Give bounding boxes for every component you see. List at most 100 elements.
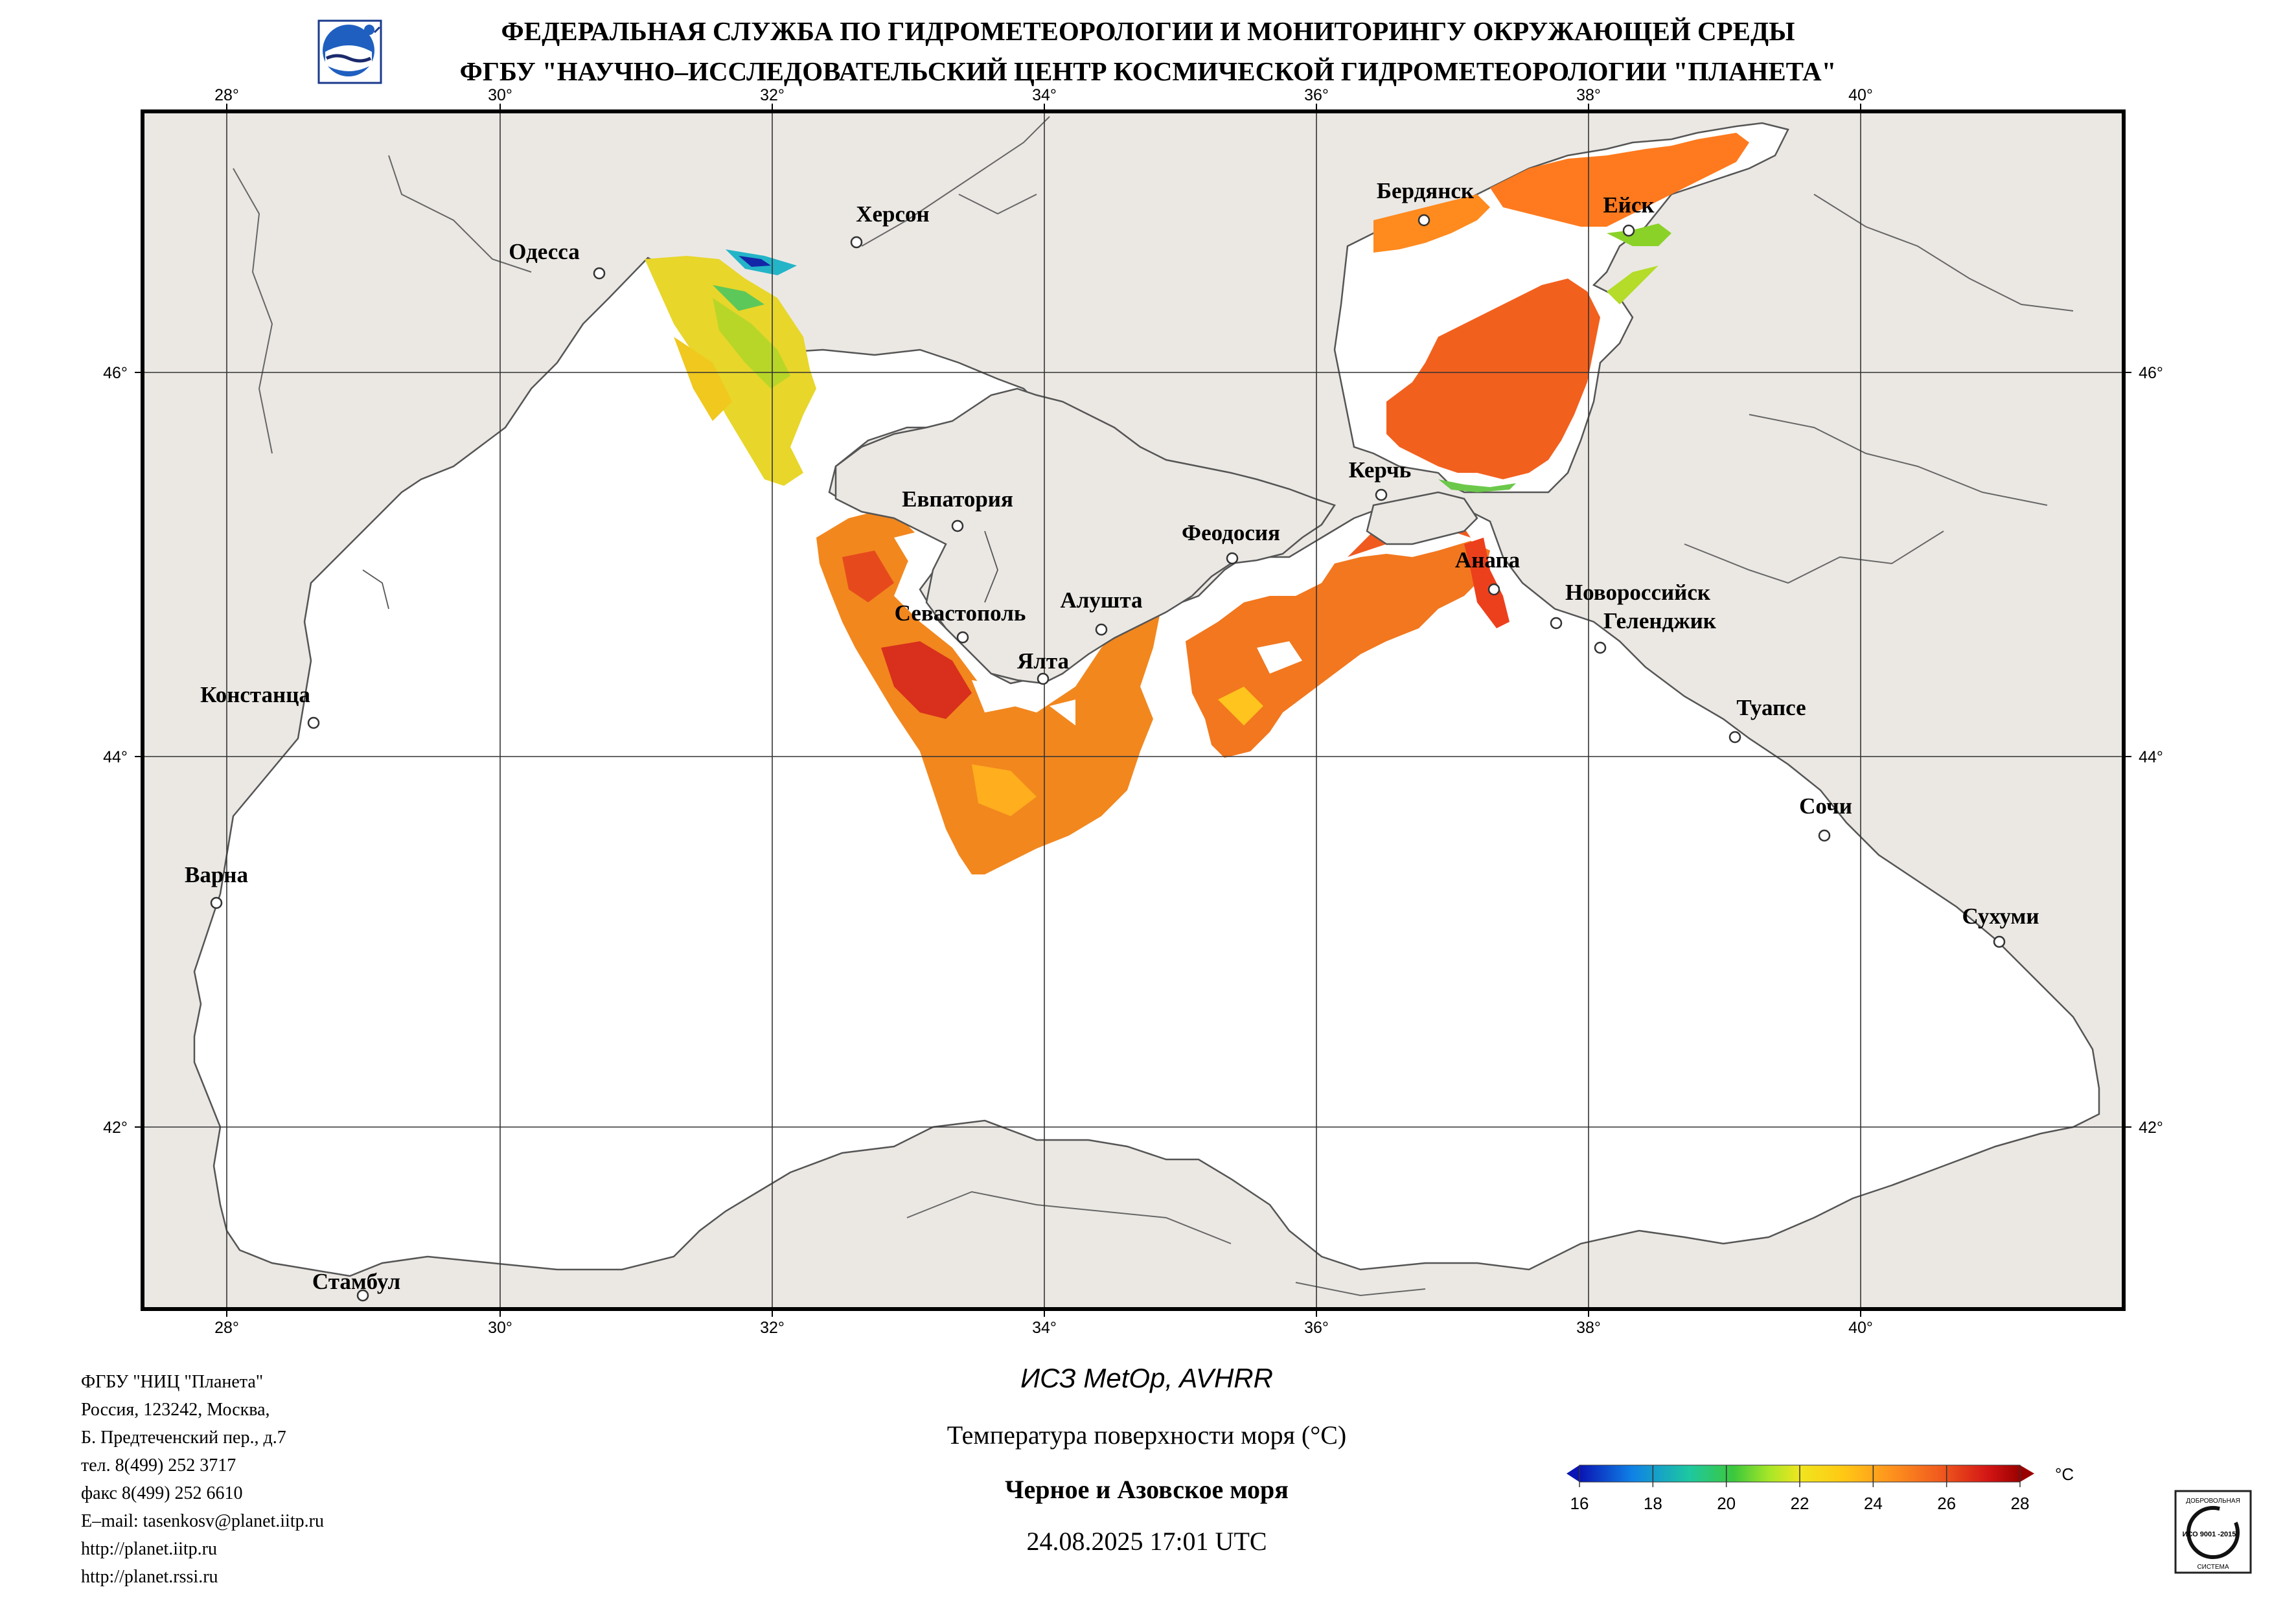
crimea	[834, 387, 1336, 685]
lat-tick-label: 44°	[2139, 748, 2163, 766]
city-yeysk: Ейск	[1603, 192, 1655, 237]
lon-tick-label: 40°	[1848, 86, 1873, 104]
info-line: E–mail: tasenkosv@planet.iitp.ru	[81, 1511, 324, 1531]
city-label: Туапсе	[1736, 695, 1806, 720]
colorbar-tick-label: 20	[1717, 1494, 1736, 1513]
info-line: факс 8(499) 252 6610	[81, 1483, 243, 1503]
colorbar-unit: °C	[2055, 1465, 2074, 1484]
lon-tick-label: 34°	[1032, 1319, 1057, 1337]
city-evpatoriya: Евпатория	[902, 486, 1013, 532]
city-varna: Варна	[185, 862, 248, 909]
colorbar-right-arrow	[2020, 1465, 2034, 1482]
city-label: Варна	[185, 862, 248, 887]
city-tuapse: Туапсе	[1728, 695, 1806, 744]
city-marker-icon	[1095, 623, 1108, 636]
city-label: Констанца	[200, 682, 310, 707]
city-marker-icon	[1375, 488, 1388, 501]
colorbar-tick-label: 24	[1864, 1494, 1883, 1513]
city-novorossiysk: Новороссийск	[1550, 580, 1711, 630]
city-marker-icon	[307, 716, 320, 729]
city-marker-icon	[593, 267, 606, 280]
city-label: Алушта	[1060, 587, 1142, 613]
lon-tick-label: 32°	[760, 1319, 785, 1337]
city-marker-icon	[210, 896, 223, 909]
city-anapa: Анапа	[1455, 547, 1520, 596]
colorbar-tick-label: 26	[1937, 1494, 1956, 1513]
city-marker-icon	[356, 1289, 369, 1302]
city-stambul: Стамбул	[312, 1269, 400, 1302]
city-marker-icon	[1818, 829, 1831, 842]
city-kerch: Керчь	[1349, 457, 1411, 501]
info-line: http://planet.iitp.ru	[81, 1539, 217, 1559]
city-label: Новороссийск	[1565, 580, 1711, 605]
satellite-caption: ИСЗ MetOp, AVHRR	[1020, 1363, 1273, 1393]
city-sevastopol: Севастополь	[895, 600, 1026, 644]
city-sukhumi: Сухуми	[1962, 904, 2039, 948]
colorbar-tick-label: 18	[1644, 1494, 1662, 1513]
city-label: Феодосия	[1182, 520, 1280, 545]
city-gelendzhik: Геленджик	[1594, 608, 1717, 654]
city-label: Стамбул	[312, 1269, 400, 1294]
map-frame	[141, 109, 2126, 1311]
info-line: Россия, 123242, Москва,	[81, 1400, 270, 1420]
header-title-1: ФЕДЕРАЛЬНАЯ СЛУЖБА ПО ГИДРОМЕТЕОРОЛОГИИ …	[501, 16, 1795, 46]
lat-tick-label: 46°	[103, 364, 128, 382]
city-label: Бердянск	[1377, 178, 1475, 203]
city-marker-icon	[956, 631, 969, 644]
city-label: Анапа	[1455, 547, 1520, 573]
badge-top-text: ДОБРОВОЛЬНАЯ	[2186, 1498, 2240, 1505]
city-feodosiya: Феодосия	[1182, 520, 1280, 565]
lat-tick-label: 46°	[2139, 364, 2163, 382]
lat-tick-label: 42°	[2139, 1119, 2163, 1137]
city-kherson: Херсон	[850, 201, 930, 249]
city-marker-icon	[1550, 617, 1563, 630]
city-label: Ялта	[1017, 648, 1069, 674]
lon-tick-label: 36°	[1304, 86, 1329, 104]
info-line: http://planet.rssi.ru	[81, 1567, 218, 1587]
colorbar-tick-label: 22	[1791, 1494, 1809, 1513]
city-marker-icon	[951, 519, 964, 532]
city-label: Херсон	[856, 201, 929, 227]
black-sea	[193, 256, 2100, 1277]
city-yalta: Ялта	[1017, 648, 1069, 685]
lon-tick-label: 38°	[1576, 86, 1601, 104]
iso-certificate-icon: ДОБРОВОЛЬНАЯ ИСО 9001 -2015 СИСТЕМА	[2174, 1490, 2252, 1574]
city-label: Геленджик	[1603, 608, 1717, 633]
city-berdyansk: Бердянск	[1377, 178, 1475, 227]
header-title-2: ФГБУ "НАУЧНО–ИССЛЕДОВАТЕЛЬСКИЙ ЦЕНТР КОС…	[459, 56, 1837, 86]
grid-lines	[143, 111, 2124, 1309]
city-label: Керчь	[1349, 457, 1411, 483]
lat-tick-label: 44°	[103, 748, 128, 766]
lon-tick-label: 28°	[214, 86, 239, 104]
colorbar: 16 18 20 22 24 26 28 °C	[1567, 1465, 2074, 1513]
datetime-caption: 24.08.2025 17:01 UTC	[1026, 1527, 1267, 1556]
badge-iso-text: ИСО 9001 -2015	[2183, 1531, 2236, 1538]
city-marker-icon	[1728, 731, 1741, 744]
lon-tick-label: 30°	[488, 1319, 512, 1337]
city-label: Одесса	[509, 239, 579, 264]
colorbar-tick-label: 16	[1570, 1494, 1589, 1513]
city-odessa: Одесса	[509, 239, 606, 280]
contact-info: ФГБУ "НИЦ "Планета" Россия, 123242, Моск…	[81, 1368, 324, 1591]
city-sochi: Сочи	[1799, 793, 1852, 842]
lon-tick-label: 34°	[1032, 86, 1057, 104]
lon-tick-label: 28°	[214, 1319, 239, 1337]
city-marker-icon	[1037, 672, 1050, 685]
lon-tick-label: 36°	[1304, 1319, 1329, 1337]
city-label: Ейск	[1603, 192, 1655, 218]
city-marker-icon	[1418, 214, 1430, 227]
lon-tick-label: 40°	[1848, 1319, 1873, 1337]
colorbar-tick-label: 28	[2011, 1494, 2030, 1513]
city-alushta: Алушта	[1060, 587, 1143, 636]
city-label: Севастополь	[895, 600, 1026, 626]
lat-tick-label: 42°	[103, 1119, 128, 1137]
colorbar-left-arrow	[1567, 1465, 1579, 1482]
planeta-logo-icon	[317, 19, 382, 84]
product-caption: Температура поверхности моря (°С)	[947, 1420, 1347, 1450]
badge-bottom-text: СИСТЕМА	[2197, 1564, 2229, 1571]
lon-tick-label: 32°	[760, 86, 785, 104]
info-line: ФГБУ "НИЦ "Планета"	[81, 1372, 264, 1392]
lon-tick-label: 38°	[1576, 1319, 1601, 1337]
region-caption: Черное и Азовское моря	[1005, 1475, 1289, 1504]
city-label: Евпатория	[902, 486, 1013, 512]
